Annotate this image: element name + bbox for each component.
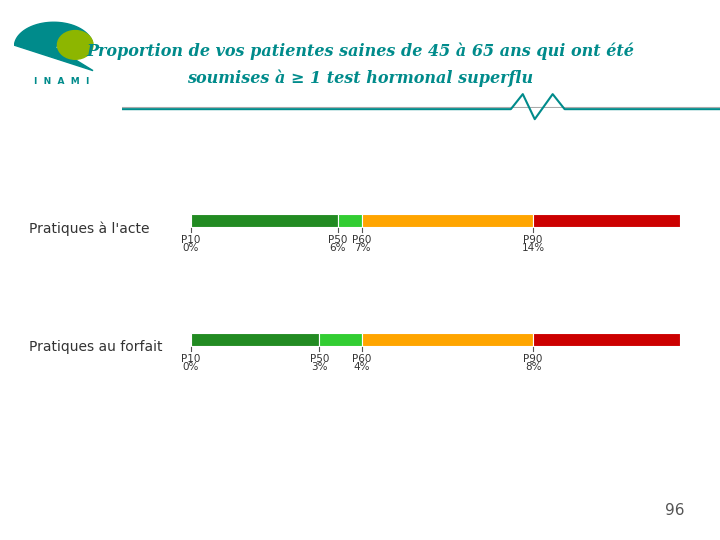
Text: 4%: 4% [354, 362, 370, 372]
Text: P50: P50 [328, 235, 347, 245]
Text: 7%: 7% [354, 243, 370, 253]
Bar [338, 214, 362, 227]
Text: 3%: 3% [311, 362, 328, 372]
Text: P10: P10 [181, 235, 200, 245]
Text: P10: P10 [181, 354, 200, 364]
Text: Pratiques au forfait: Pratiques au forfait [29, 340, 162, 354]
Text: Proportion de vos patientes saines de 45 à 65 ans qui ont été: Proportion de vos patientes saines de 45… [86, 43, 634, 60]
Text: I  N  A  M  I: I N A M I [34, 77, 89, 86]
Text: P90: P90 [523, 354, 543, 364]
Text: soumises à ≥ 1 test hormonal superflu: soumises à ≥ 1 test hormonal superflu [187, 70, 533, 87]
Text: P50: P50 [310, 354, 329, 364]
Text: P60: P60 [352, 235, 372, 245]
Text: Pratiques à l'acte: Pratiques à l'acte [29, 221, 149, 235]
Text: 96: 96 [665, 503, 684, 518]
Text: 8%: 8% [525, 362, 541, 372]
Bar [191, 214, 338, 227]
Bar [362, 333, 534, 346]
Bar [319, 333, 362, 346]
Polygon shape [14, 22, 93, 71]
Bar [534, 214, 680, 227]
Circle shape [58, 31, 93, 59]
Bar [191, 333, 319, 346]
Text: 14%: 14% [521, 243, 545, 253]
Text: P90: P90 [523, 235, 543, 245]
Text: P60: P60 [352, 354, 372, 364]
Text: 0%: 0% [183, 243, 199, 253]
Bar [362, 214, 534, 227]
Text: 6%: 6% [329, 243, 346, 253]
Text: 0%: 0% [183, 362, 199, 372]
Bar [534, 333, 680, 346]
